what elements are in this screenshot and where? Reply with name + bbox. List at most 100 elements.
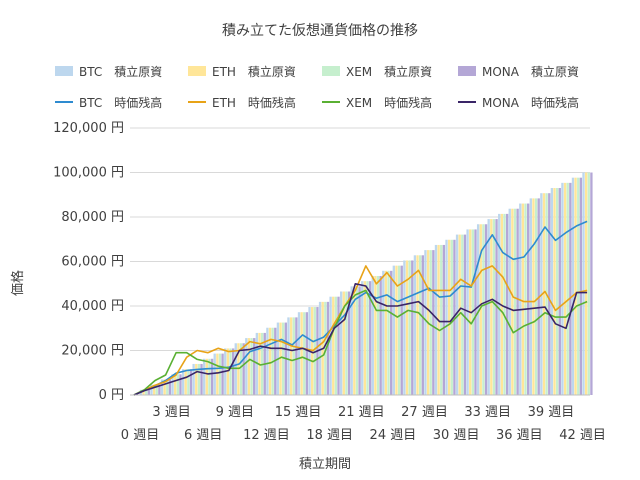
principal-bar [447,239,451,395]
principal-bar [231,348,235,395]
principal-bar [208,358,211,395]
principal-bar [218,353,222,395]
principal-bar [482,224,485,395]
x-tick-label: 12 週目 [243,428,290,443]
principal-bar [479,224,482,395]
principal-bar [297,312,301,395]
principal-bar [279,322,282,395]
principal-bar [305,312,309,395]
principal-bar [181,369,185,395]
legend-label: XEM 積立原資 [346,64,432,79]
principal-bar [382,270,385,395]
principal-bar [548,193,551,395]
principal-bar [432,250,435,395]
legend-swatch [322,66,340,76]
principal-bar [561,182,564,395]
principal-bar [145,389,148,395]
principal-bar [590,172,593,395]
market-line [133,220,588,396]
principal-bar [579,177,583,395]
principal-bar [582,172,585,395]
market-line [133,265,588,396]
principal-bar [176,374,179,395]
x-tick-label: 0 週目 [121,428,159,443]
principal-bar [521,203,525,395]
principal-bar [226,348,230,395]
x-tick-label: 33 週目 [464,405,511,420]
x-tick-label: 9 週目 [216,405,254,420]
principal-bar [342,291,345,395]
principal-bar [542,193,546,395]
legend-swatch [458,66,476,76]
principal-bar [450,239,453,395]
principal-bar [332,296,335,395]
principal-bar [250,338,253,395]
x-tick-label: 3 週目 [152,405,190,420]
principal-bar [174,374,177,395]
principal-bar [440,244,443,395]
principal-bar [511,208,514,395]
principal-bar [268,327,272,395]
principal-bar [392,265,395,395]
principal-bar [553,188,556,395]
principal-bar [221,353,224,395]
principal-bar [397,265,401,395]
principal-bar [492,219,496,395]
x-tick-label: 27 週目 [401,405,448,420]
principal-bar [550,188,554,395]
principal-bar [160,379,164,395]
y-tick-label: 40,000 円 [61,299,124,314]
legend-label: MONA 時価残高 [482,95,579,110]
principal-bar [266,327,269,395]
principal-bar [318,301,322,395]
y-tick-label: 20,000 円 [61,344,124,359]
principal-bar [313,307,316,395]
y-tick-label: 120,000 円 [53,121,124,136]
principal-bar [326,301,330,395]
principal-bar [405,260,409,395]
principal-bar [155,384,158,395]
x-tick-label: 36 週目 [496,428,543,443]
principal-bar [513,208,517,395]
principal-bar [355,286,359,395]
principal-bar [345,291,348,395]
y-axis: 0 円 20,000 円 40,000 円 60,000 円 80,000 円 100,0… [53,121,124,403]
principal-bar [421,255,424,395]
principal-bar [371,275,374,395]
principal-bar [555,188,559,395]
principal-bar [487,219,490,395]
principal-bar [210,358,214,395]
principal-bar [213,353,216,395]
legend-swatch [55,66,73,76]
principal-bar [361,281,364,395]
principal-bar [339,291,343,395]
principal-bar [379,275,382,395]
x-axis: 0 週目 3 週目 6 週目 9 週目 12 週目 15 週目 18 週目 21 週目 24 週… [121,394,606,443]
principal-bar [195,363,198,395]
principal-bar [503,213,506,395]
principal-bar [484,224,488,395]
principal-bar [234,343,237,395]
principal-bar [442,244,446,395]
principal-bar [403,260,406,395]
principal-bar [245,338,248,395]
principal-bar [374,275,377,395]
principal-bar [558,188,561,395]
principal-bar [368,281,372,395]
principal-bar [445,239,448,395]
principal-bar [324,301,327,395]
x-axis-label: 積立期間 [299,457,351,472]
principal-bar [366,281,369,395]
principal-bar [387,270,390,395]
principal-bar [424,250,427,395]
principal-bar [334,296,338,395]
principal-bar [202,358,206,395]
principal-bar [184,369,187,395]
principal-bar [147,389,151,395]
market-line [133,289,588,396]
principal-bar [289,317,293,395]
principal-bar [532,198,535,395]
principal-bar [505,213,509,395]
principal-bar [274,327,277,395]
